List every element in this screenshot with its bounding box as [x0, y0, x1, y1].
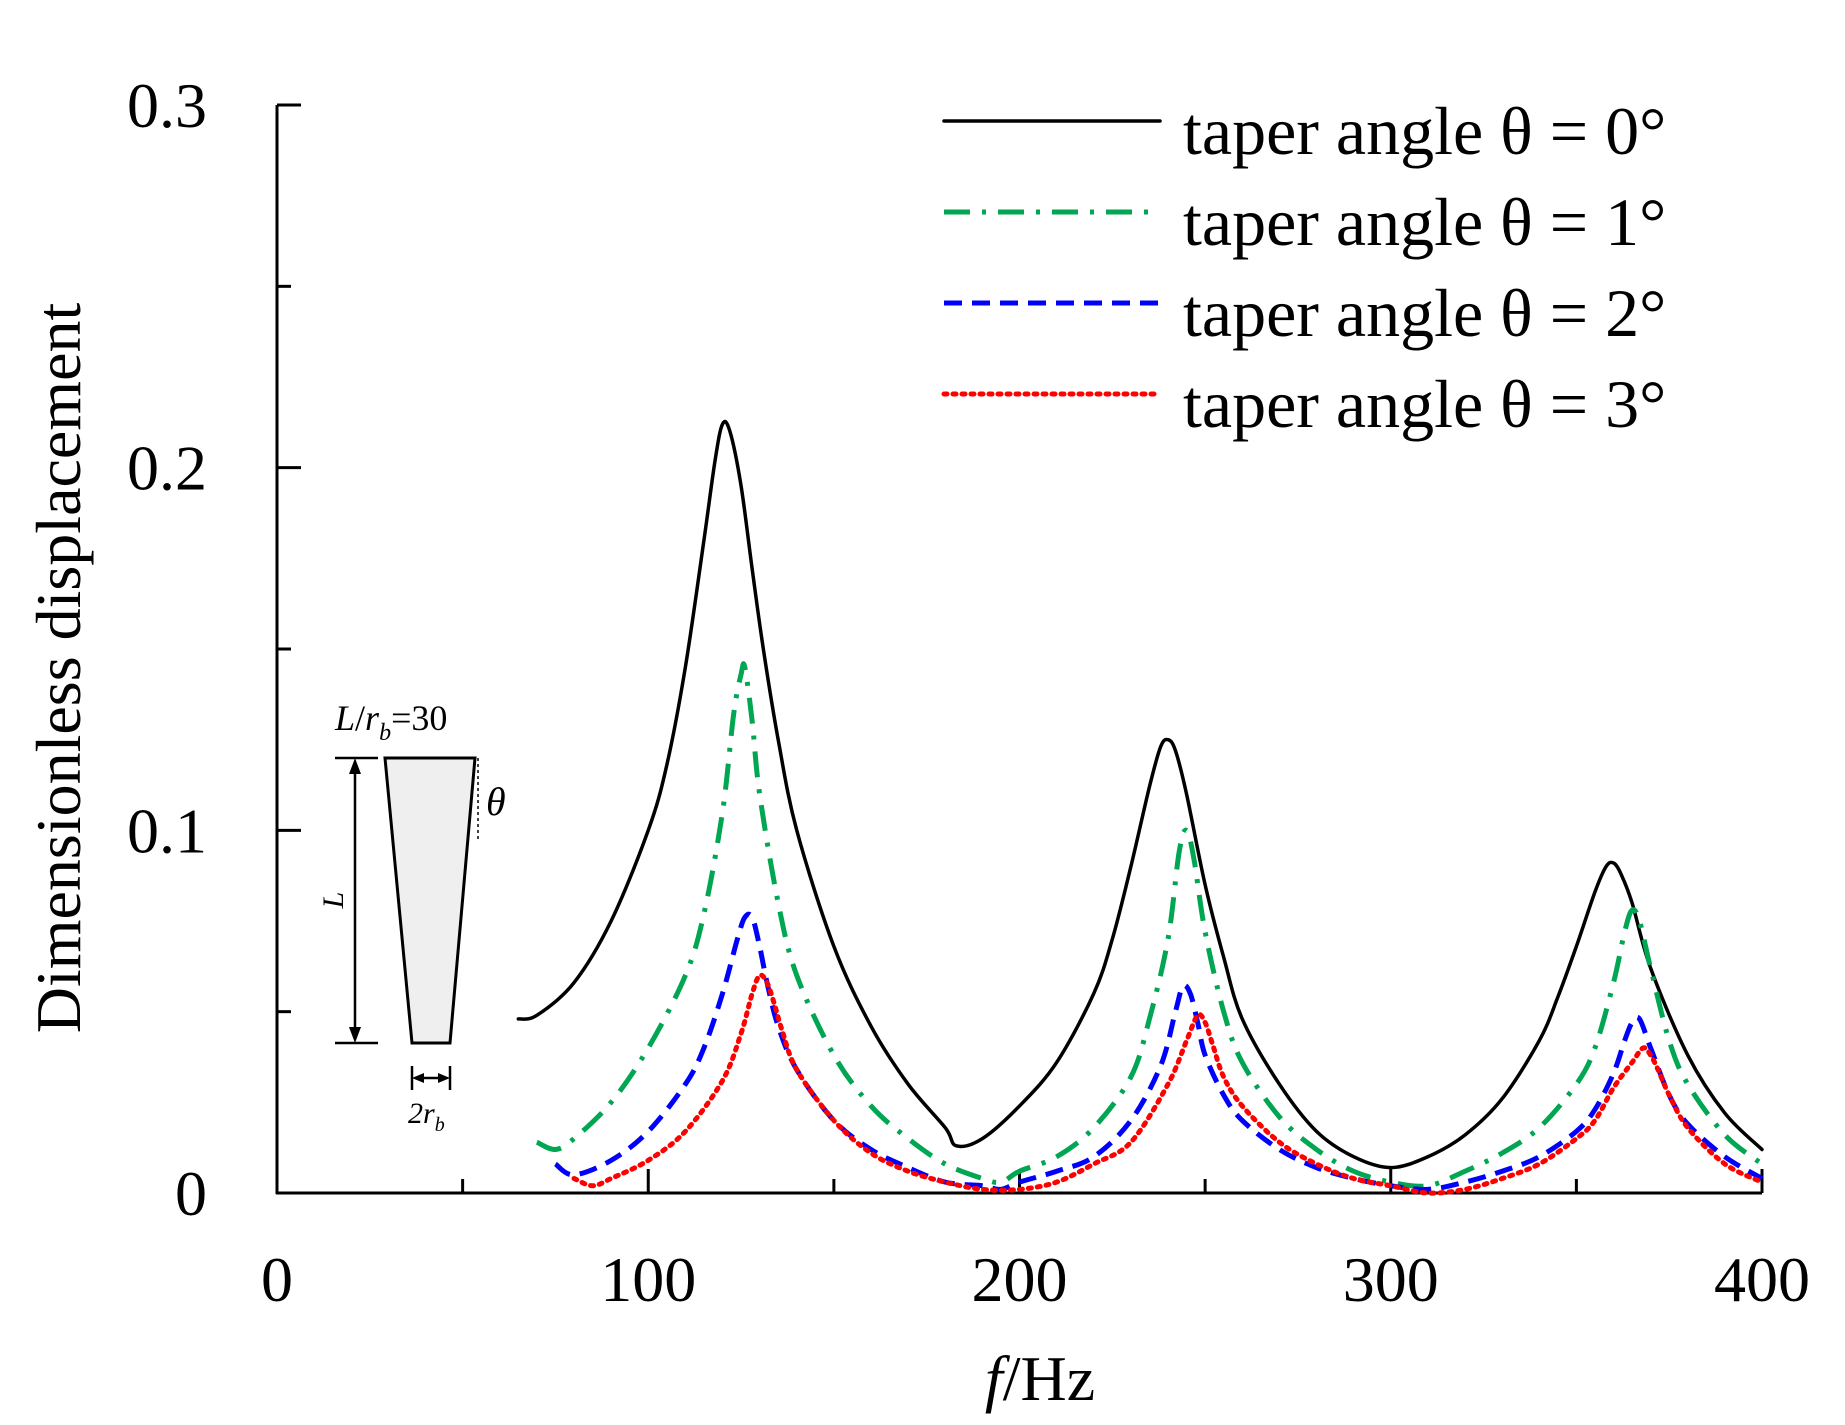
series-line-3	[571, 972, 1765, 1196]
inset-eq: =30	[391, 698, 447, 738]
inset-ratio-label: L/rb=30	[334, 698, 447, 746]
series-line-0	[516, 419, 1764, 1170]
inset-base-arrow-right	[438, 1073, 450, 1083]
inset-r-sub: b	[379, 720, 391, 746]
inset-theta-label: θ	[486, 779, 506, 824]
x-tick-label: 100	[600, 1244, 696, 1315]
x-axis-label: f/Hz	[985, 1343, 1095, 1414]
x-tick-label: 200	[972, 1244, 1068, 1315]
series-line-1	[535, 661, 1764, 1189]
y-tick-label: 0.3	[127, 70, 207, 141]
legend-label-0: taper angle θ = 0°	[1183, 93, 1666, 169]
legend: taper angle θ = 0° taper angle θ = 1° tape…	[941, 93, 1666, 442]
x-axis-label-unit: /Hz	[1003, 1343, 1095, 1414]
x-tick-label: 0	[261, 1244, 293, 1315]
ticks: 0 0.1 0.2 0.3 0 100 200 300 400	[127, 70, 1810, 1315]
inset-L-arrow-bottom	[349, 1027, 361, 1043]
inset-L-arrow-top	[349, 758, 361, 774]
inset-base-sub: b	[435, 1114, 445, 1136]
inset-r: r	[365, 698, 380, 738]
y-axis-label: Dimensionless displacement	[23, 303, 94, 1034]
x-tick-label: 300	[1343, 1244, 1439, 1315]
inset-base-r: r	[423, 1097, 435, 1130]
inset-slash: /	[355, 698, 365, 738]
inset-L: L	[334, 698, 355, 738]
legend-label-1: taper angle θ = 1°	[1183, 184, 1666, 260]
inset-L-label: L	[317, 892, 350, 910]
series-line-2	[553, 911, 1764, 1192]
inset-pile-shape	[383, 756, 477, 1045]
inset-base-two: 2	[408, 1097, 423, 1130]
x-tick-label: 400	[1714, 1244, 1810, 1315]
y-tick-label: 0.1	[127, 795, 207, 866]
y-tick-label: 0	[175, 1158, 207, 1229]
legend-label-3: taper angle θ = 3°	[1183, 366, 1666, 442]
inset-base-label: 2rb	[408, 1097, 445, 1136]
inset-base-arrow-left	[412, 1073, 424, 1083]
series-layer	[516, 419, 1765, 1196]
y-tick-label: 0.2	[127, 433, 207, 504]
axes	[275, 105, 1762, 1195]
legend-label-2: taper angle θ = 2°	[1183, 275, 1666, 351]
inset-schematic: L/rb=30 L θ 2rb	[317, 698, 506, 1136]
